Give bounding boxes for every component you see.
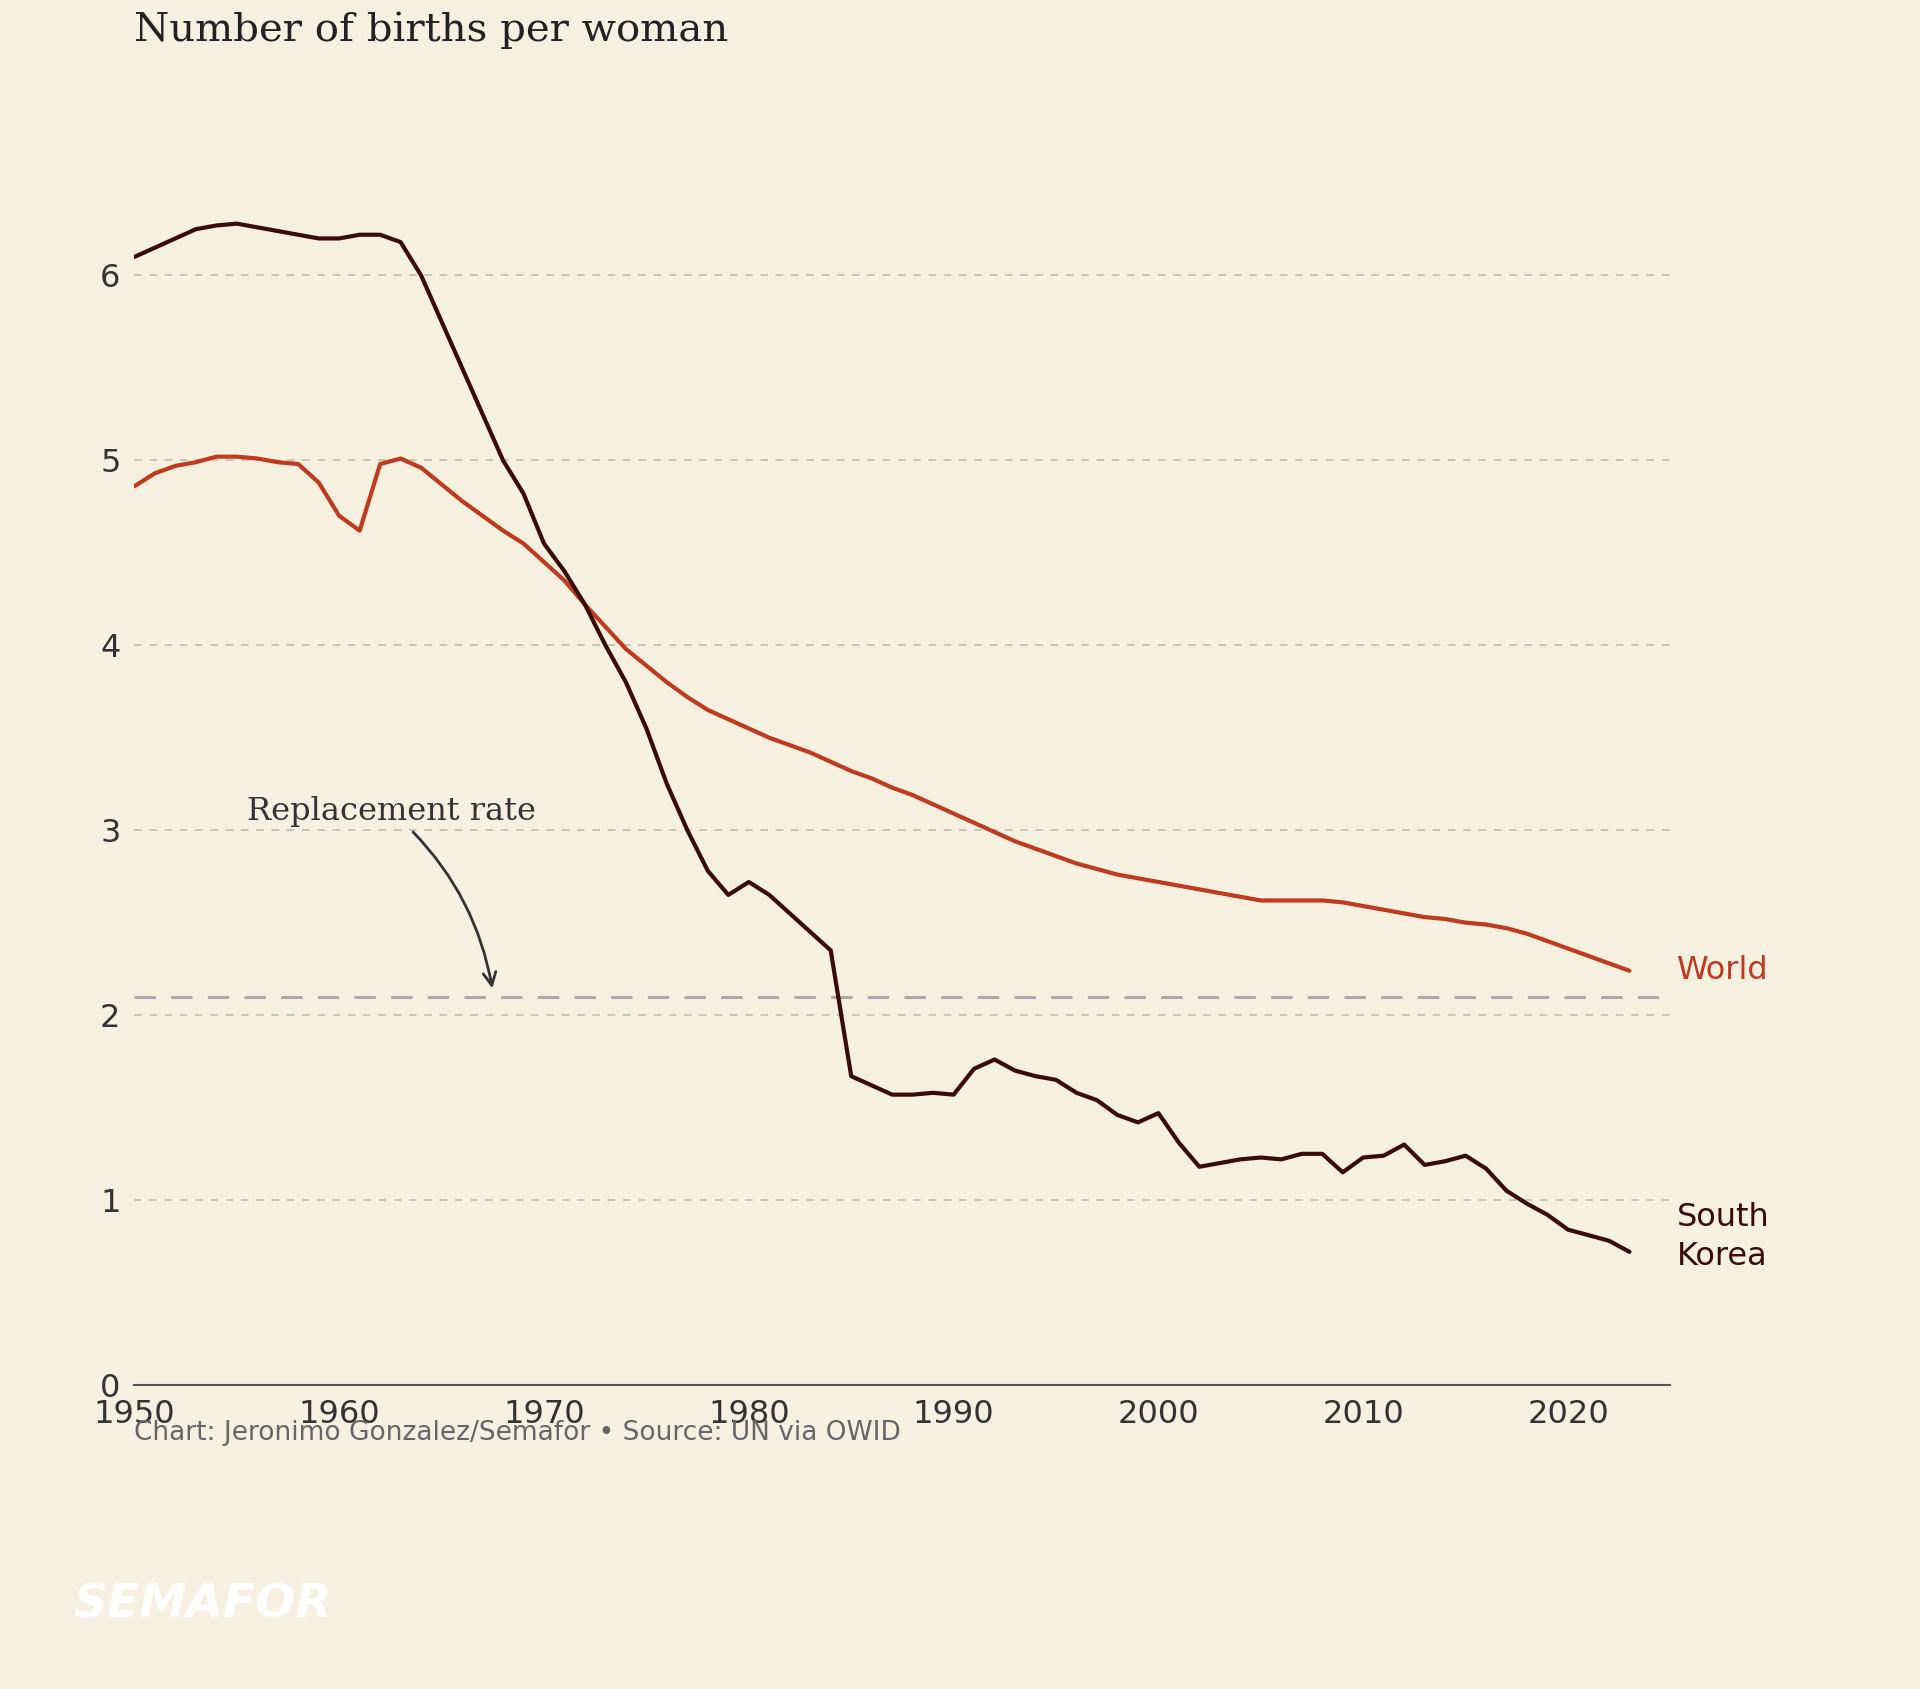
- Text: Chart: Jeronimo Gonzalez/Semafor • Source: UN via OWID: Chart: Jeronimo Gonzalez/Semafor • Sourc…: [134, 1419, 900, 1446]
- Text: Replacement rate: Replacement rate: [248, 796, 536, 985]
- Text: South
Korea: South Korea: [1676, 1203, 1770, 1272]
- Text: SEMAFOR: SEMAFOR: [73, 1583, 332, 1627]
- Text: World: World: [1676, 956, 1768, 986]
- Text: Number of births per woman: Number of births per woman: [134, 12, 730, 49]
